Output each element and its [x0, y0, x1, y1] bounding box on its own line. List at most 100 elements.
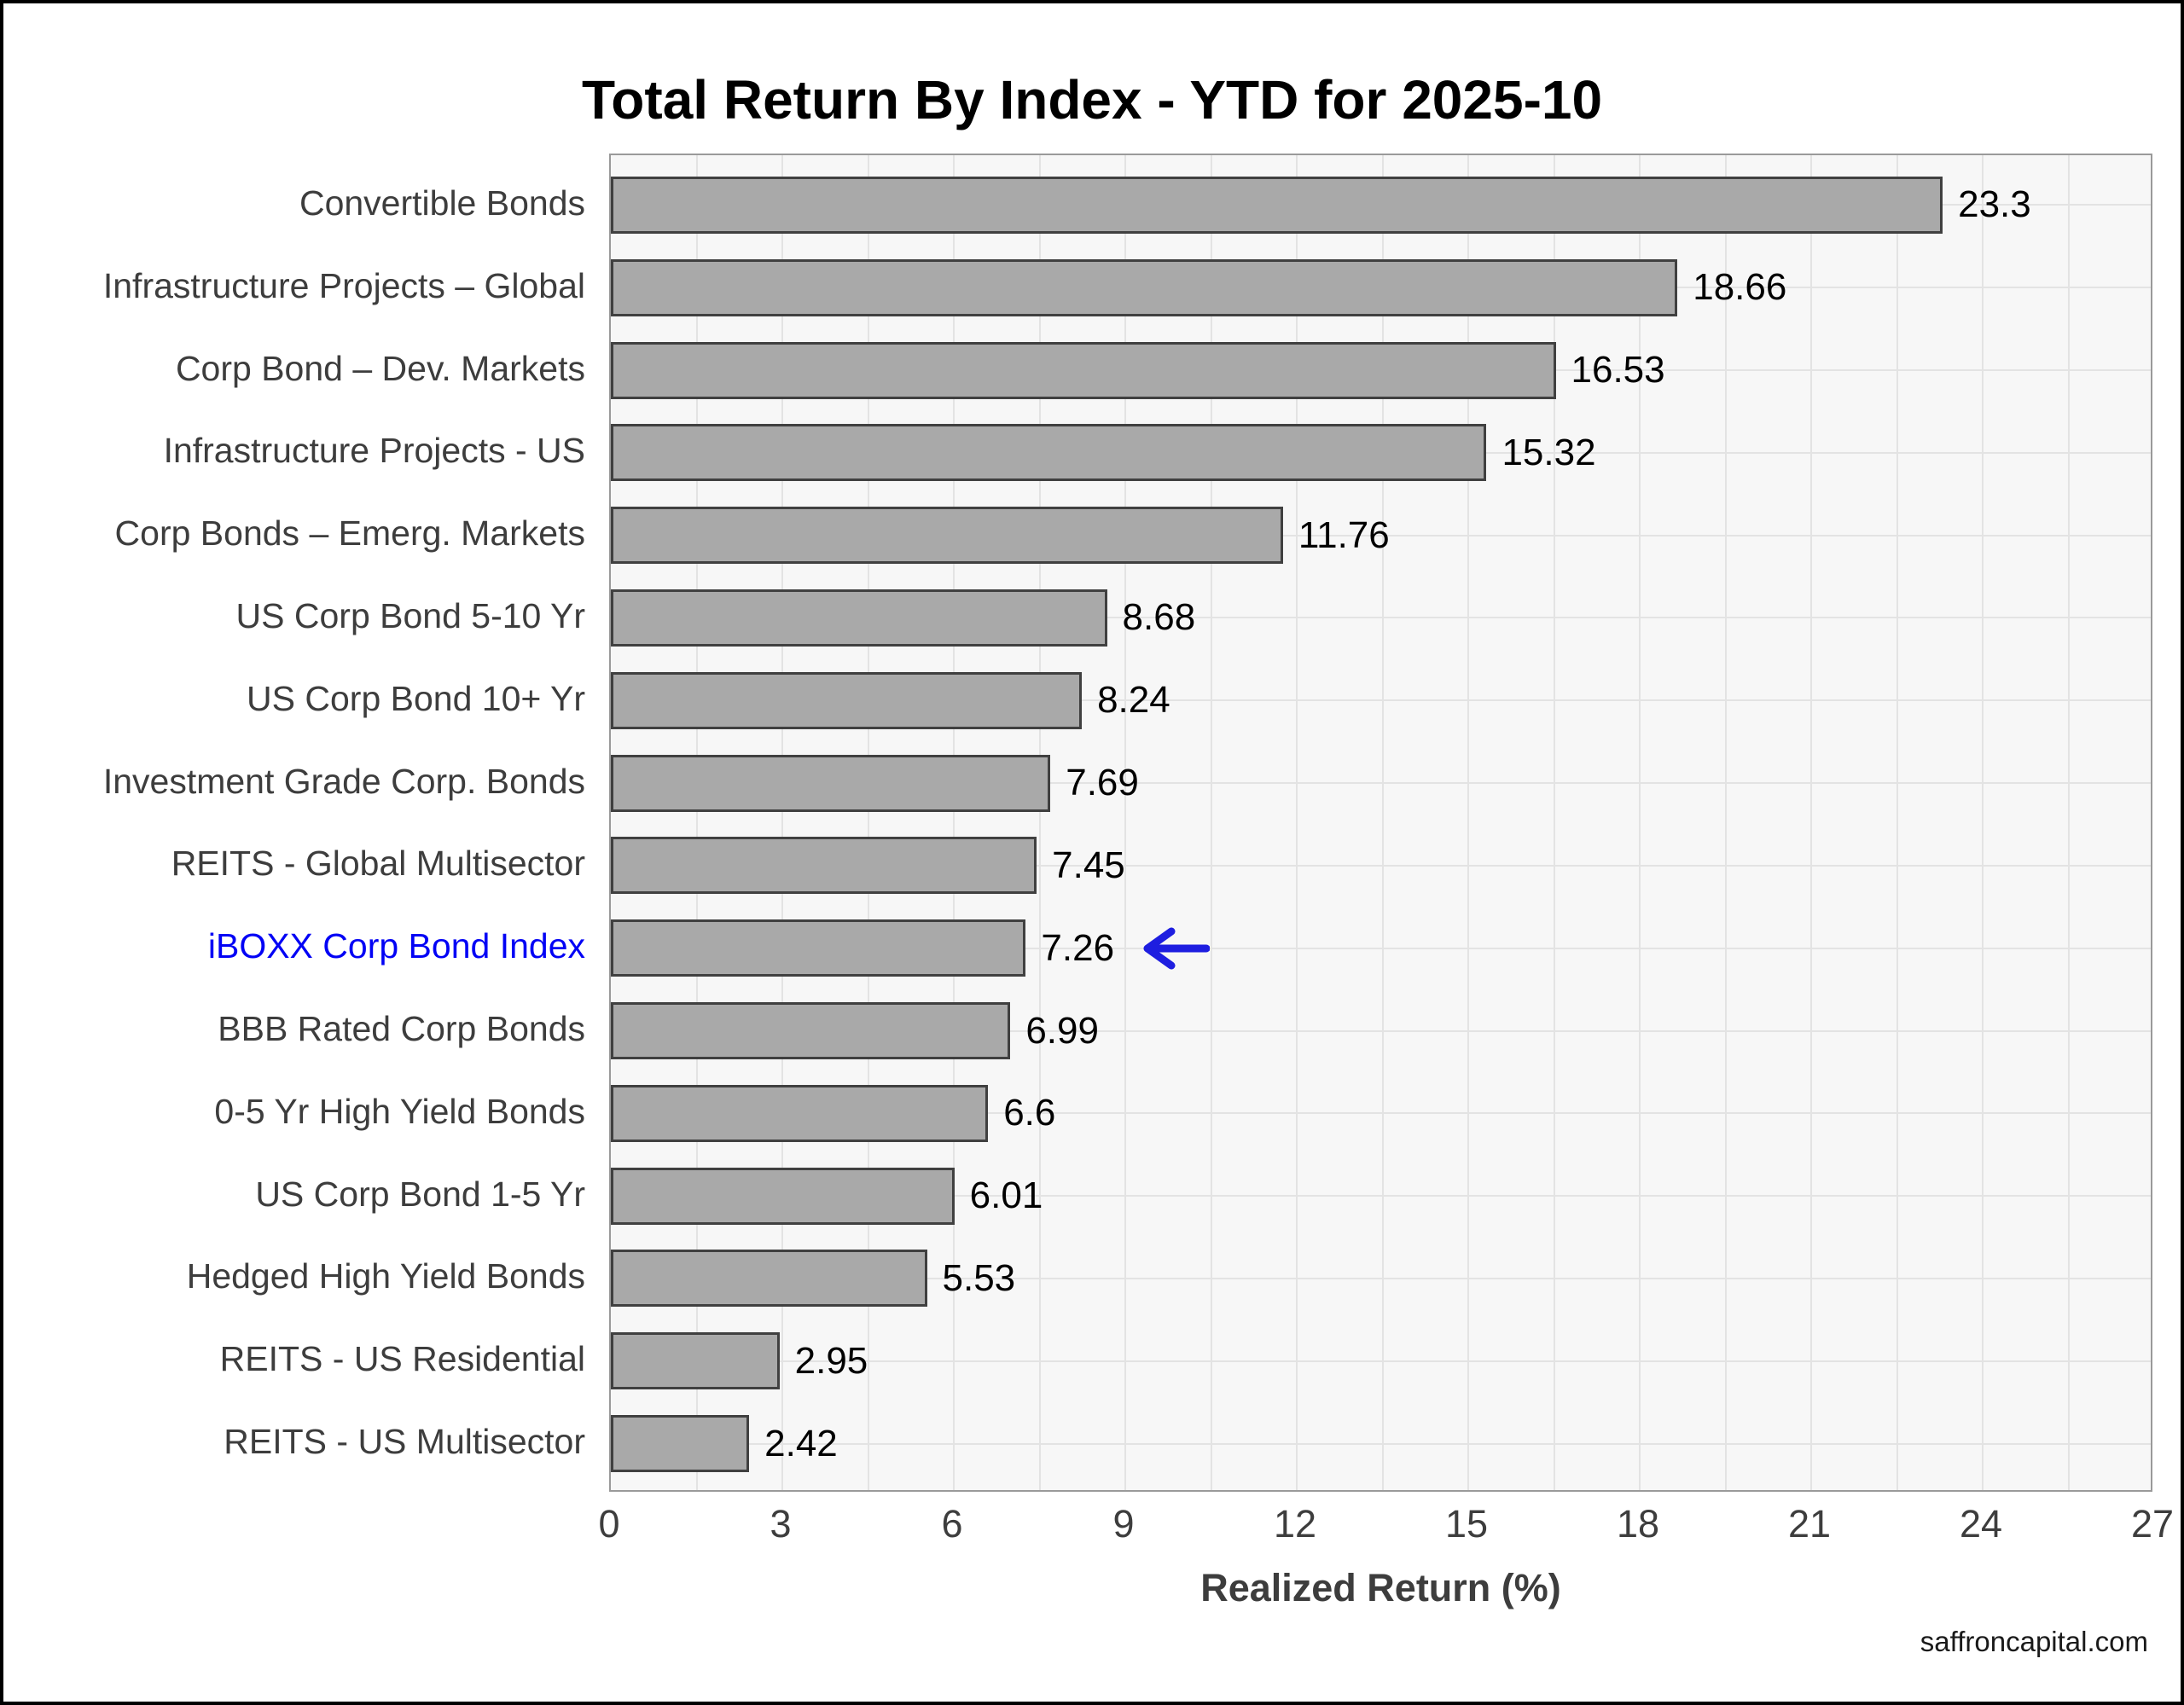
y-gridline — [611, 1195, 2151, 1198]
x-tick-label: 6 — [941, 1502, 963, 1546]
bar — [611, 507, 1283, 565]
y-gridline — [611, 1442, 2151, 1445]
bar-value-text: 6.01 — [969, 1174, 1043, 1217]
category-label: REITS - Global Multisector — [171, 844, 585, 884]
bar-value-text: 16.53 — [1571, 349, 1665, 391]
x-gridline — [1038, 155, 1041, 1490]
x-tick-label: 15 — [1444, 1502, 1489, 1546]
y-gridline — [611, 617, 2151, 619]
x-tick-label: 12 — [1273, 1502, 1317, 1546]
y-gridline — [611, 1112, 2151, 1115]
category-label: US Corp Bond 5-10 Yr — [235, 595, 585, 635]
y-gridline — [611, 864, 2151, 867]
bar-value-label: 7.45 — [1052, 838, 1125, 893]
bar-value-label: 15.32 — [1502, 426, 1595, 480]
bar-value-label: 6.99 — [1025, 1004, 1099, 1058]
x-tick-label: 9 — [1112, 1502, 1135, 1546]
bar-value-label: 8.68 — [1123, 590, 1196, 645]
y-gridline — [611, 1277, 2151, 1279]
bar-value-label: 6.6 — [1003, 1086, 1055, 1140]
x-tick-label: 0 — [598, 1502, 620, 1546]
bar-value-label: 7.69 — [1066, 756, 1139, 810]
bar — [611, 754, 1051, 812]
bar-value-text: 23.3 — [1958, 183, 2031, 226]
bar — [611, 1332, 780, 1390]
bar — [611, 1084, 989, 1142]
bar-value-text: 5.53 — [942, 1256, 1016, 1299]
bar — [611, 258, 1678, 316]
x-gridline — [1210, 155, 1212, 1490]
bar — [611, 1415, 750, 1473]
category-label: iBOXX Corp Bond Index — [207, 926, 585, 966]
bar — [611, 671, 1083, 729]
bar — [611, 176, 1943, 234]
bar — [611, 424, 1487, 482]
category-label: US Corp Bond 1-5 Yr — [255, 1174, 585, 1214]
category-label: Corp Bonds – Emerg. Markets — [114, 513, 585, 554]
x-tick-label: 27 — [2130, 1502, 2175, 1546]
x-gridline — [1296, 155, 1298, 1490]
x-tick-label: 21 — [1787, 1502, 1832, 1546]
category-label: Investment Grade Corp. Bonds — [102, 761, 585, 801]
category-label: REITS - US Residential — [219, 1339, 585, 1379]
x-gridline — [1982, 155, 1984, 1490]
x-gridline — [1467, 155, 1469, 1490]
bar-value-label: 6.01 — [970, 1169, 1043, 1223]
x-tick-label: 24 — [1959, 1502, 2003, 1546]
bar-value-text: 7.45 — [1052, 844, 1125, 886]
x-gridline — [1381, 155, 1384, 1490]
plot-area: 23.3 18.66 16.53 15.32 11.76 8.68 8.24 7.69 7.45… — [609, 154, 2152, 1492]
bar-value-text: 7.69 — [1066, 762, 1139, 804]
bar-value-label: 2.42 — [764, 1417, 838, 1471]
bar-value-label: 16.53 — [1571, 343, 1665, 397]
x-gridline — [2067, 155, 2070, 1490]
y-gridline — [611, 534, 2151, 536]
bar — [611, 1167, 955, 1225]
category-label: Infrastructure Projects - US — [163, 431, 585, 471]
category-label: Infrastructure Projects – Global — [102, 265, 585, 305]
bar — [611, 837, 1037, 895]
x-gridline — [695, 155, 698, 1490]
bar-value-label: 7.26 — [1041, 921, 1211, 976]
bar-value-label: 18.66 — [1693, 260, 1786, 315]
x-gridline — [1553, 155, 1555, 1490]
left-arrow-icon — [1143, 927, 1211, 970]
bar-value-label: 11.76 — [1298, 508, 1390, 563]
x-gridline — [1124, 155, 1126, 1490]
y-gridline — [611, 699, 2151, 702]
y-gridline — [611, 1360, 2151, 1362]
bar — [611, 1250, 927, 1308]
bar — [611, 919, 1026, 977]
x-gridline — [867, 155, 869, 1490]
y-gridline — [611, 1029, 2151, 1032]
category-label: Corp Bond – Dev. Markets — [175, 348, 585, 388]
bar-value-label: 5.53 — [943, 1251, 1016, 1306]
category-label: Convertible Bonds — [299, 183, 585, 223]
bar-value-label: 2.95 — [795, 1334, 868, 1389]
x-tick-label: 3 — [770, 1502, 792, 1546]
bar-value-text: 15.32 — [1502, 431, 1596, 473]
bar-value-text: 8.68 — [1122, 596, 1196, 639]
x-tick-label: 18 — [1616, 1502, 1660, 1546]
category-label: REITS - US Multisector — [224, 1422, 585, 1462]
footer-watermark: saffroncapital.com — [1920, 1626, 2148, 1657]
bar-value-text: 2.42 — [764, 1422, 838, 1464]
bar-value-text: 2.95 — [794, 1339, 868, 1382]
x-gridline — [1639, 155, 1641, 1490]
bar-value-label: 23.3 — [1958, 177, 2031, 232]
bar — [611, 589, 1107, 647]
bar-value-text: 18.66 — [1693, 266, 1787, 309]
bar-value-text: 6.6 — [1003, 1092, 1056, 1134]
y-gridline — [611, 947, 2151, 949]
x-gridline — [1810, 155, 1812, 1490]
bar-value-text: 8.24 — [1097, 679, 1170, 722]
bar — [611, 341, 1556, 399]
category-label: BBB Rated Corp Bonds — [218, 1009, 585, 1049]
x-gridline — [1896, 155, 1898, 1490]
category-label: 0-5 Yr High Yield Bonds — [214, 1091, 585, 1131]
x-axis-title: Realized Return (%) — [1200, 1566, 1561, 1609]
bar — [611, 1002, 1011, 1060]
category-label: Hedged High Yield Bonds — [186, 1256, 585, 1296]
x-gridline — [953, 155, 955, 1490]
